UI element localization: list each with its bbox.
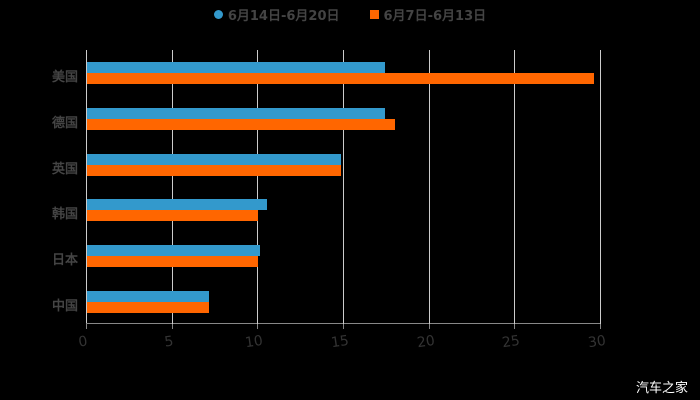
legend-label: 6月7日-6月13日 [383, 8, 487, 24]
x-tick [86, 324, 87, 329]
bar[interactable] [87, 199, 267, 211]
bar[interactable] [87, 164, 341, 176]
gridline [343, 50, 344, 324]
bar[interactable] [87, 118, 395, 130]
bar[interactable] [87, 256, 258, 268]
gridline [600, 50, 601, 324]
x-tick [429, 324, 430, 329]
x-tick-label: 5 [163, 333, 175, 351]
x-tick [257, 324, 258, 329]
bar[interactable] [87, 210, 258, 222]
plot-area [86, 50, 601, 329]
x-tick [172, 324, 173, 329]
bar[interactable] [87, 291, 209, 302]
legend-square-icon [369, 9, 379, 19]
bar[interactable] [87, 245, 260, 257]
bar[interactable] [87, 153, 341, 165]
watermark: 汽车之家 [635, 381, 688, 396]
x-tick-label: 0 [77, 333, 89, 351]
category-label: 中国 [51, 299, 78, 314]
chart-legend: 6月14日-6月20日 6月7日-6月13日 [0, 5, 700, 24]
bar[interactable] [87, 302, 209, 313]
legend-circle-icon [213, 9, 223, 19]
x-tick-label: 25 [501, 332, 521, 352]
category-label: 英国 [51, 161, 78, 177]
y-axis-line [86, 50, 87, 324]
gridline [172, 50, 173, 324]
category-label: 德国 [51, 115, 78, 131]
x-tick [343, 324, 344, 329]
x-tick-label: 30 [587, 332, 607, 352]
gridline [429, 50, 430, 324]
x-tick-label: 10 [244, 332, 264, 352]
legend-item-series-1[interactable]: 6月14日-6月20日 [213, 5, 340, 24]
category-label: 韩国 [51, 207, 78, 223]
bar[interactable] [87, 107, 385, 119]
category-label: 日本 [51, 253, 78, 269]
gridline [257, 50, 258, 324]
legend-label: 6月14日-6月20日 [227, 8, 340, 24]
gridline [514, 50, 515, 324]
x-tick [600, 324, 601, 329]
x-tick [514, 324, 515, 329]
legend-item-series-2[interactable]: 6月7日-6月13日 [369, 5, 487, 24]
bar[interactable] [87, 62, 385, 73]
bar[interactable] [87, 73, 594, 84]
x-tick-label: 20 [416, 332, 436, 352]
x-tick-label: 15 [330, 332, 350, 352]
category-label: 美国 [51, 70, 78, 85]
